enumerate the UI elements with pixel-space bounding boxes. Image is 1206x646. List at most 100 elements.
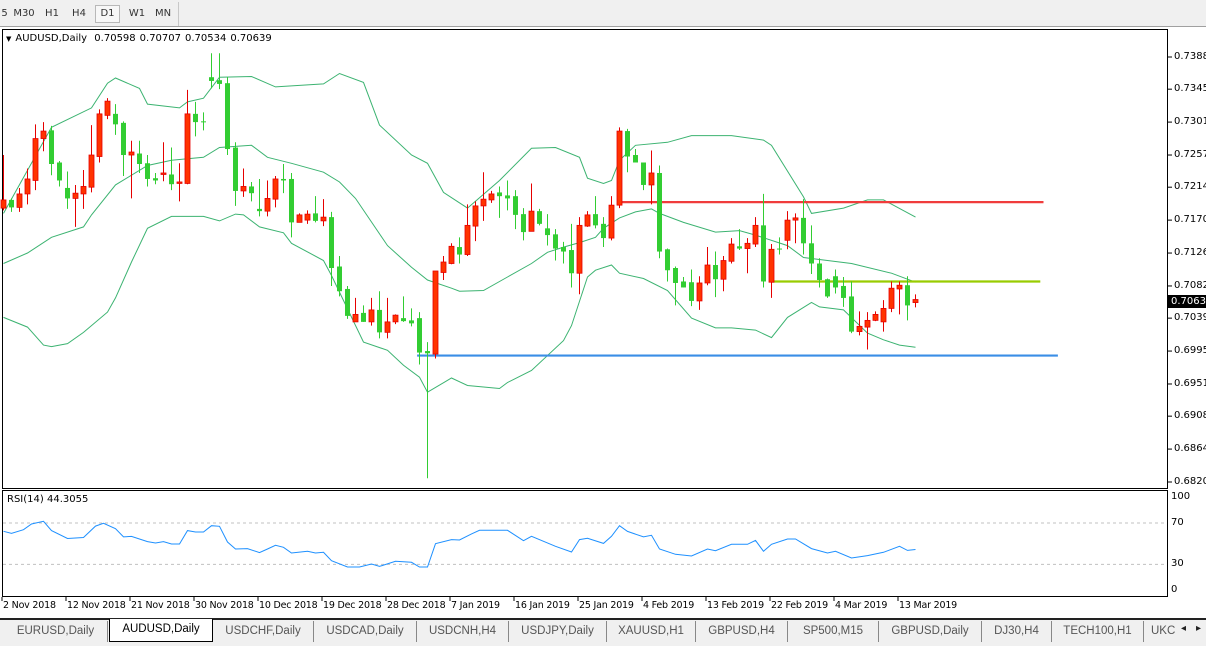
bullish-candle: [752, 217, 759, 248]
bearish-candle: [625, 128, 630, 173]
current-price-label: 0.70639: [1168, 295, 1206, 308]
tab-usdjpy-daily[interactable]: USDJPY,Daily: [509, 621, 607, 642]
bearish-candle: [121, 121, 126, 176]
bullish-candle: [528, 183, 535, 232]
candle-body: [744, 242, 751, 249]
candle-body: [537, 211, 542, 224]
tab-eurusd-daily[interactable]: EURUSD,Daily: [4, 621, 108, 642]
bearish-candle: [689, 269, 694, 307]
triangle-down-icon[interactable]: ▼: [6, 35, 12, 43]
candle-body: [9, 199, 14, 208]
rsi-tick-label: 70: [1171, 517, 1184, 528]
candle-body: [641, 162, 646, 185]
bearish-candle: [841, 276, 846, 307]
tab-audusd-daily[interactable]: AUDUSD,Daily: [109, 619, 213, 642]
candle-body: [72, 192, 79, 199]
bearish-candle: [313, 196, 318, 223]
bearish-candle: [633, 149, 638, 163]
candle-body: [240, 186, 247, 192]
candle-body: [809, 243, 814, 264]
candle-body: [896, 284, 903, 290]
candle-body: [296, 214, 303, 223]
bearish-candle: [801, 199, 806, 255]
candle-body: [545, 228, 550, 236]
bearish-candle: [193, 101, 198, 137]
bullish-candle: [184, 89, 191, 185]
timeframe-h1-button[interactable]: H1: [45, 8, 59, 19]
bearish-candle: [561, 241, 566, 264]
bearish-candle: [225, 77, 230, 156]
price-chart-panel[interactable]: [2, 29, 1168, 489]
bollinger-middle-band: [3, 144, 916, 292]
scroll-right-icon[interactable]: ▸: [1196, 623, 1202, 634]
axis-ticks: [1, 56, 1172, 601]
candle-body: [761, 225, 766, 282]
timeframe-d1-button[interactable]: D1: [95, 5, 120, 23]
bearish-candle: [665, 248, 670, 282]
tab-gbpusd-h4[interactable]: GBPUSD,H4: [696, 621, 788, 642]
bullish-candle: [880, 300, 887, 332]
candles: [0, 53, 919, 479]
candle-body: [272, 178, 279, 200]
bullish-candle: [464, 204, 471, 257]
rsi-line-group: [3, 520, 916, 568]
candle-body: [352, 313, 359, 323]
candle-body: [464, 224, 471, 255]
tab-tech100-h1[interactable]: TECH100,H1: [1052, 621, 1144, 642]
time-tick-label: 13 Feb 2019: [707, 600, 764, 611]
bullish-candle: [432, 270, 439, 359]
bullish-candle: [40, 122, 47, 152]
candle-body: [96, 113, 103, 157]
candle-body: [329, 217, 334, 269]
candle-body: [513, 196, 518, 215]
timeframe-h4-button[interactable]: H4: [72, 8, 86, 19]
timeframe-m5-button[interactable]: 5: [1, 8, 8, 19]
chart-tabs-bar: EURUSD,Daily AUDUSD,Daily USDCHF,Daily U…: [0, 618, 1206, 646]
bearish-candle: [425, 342, 430, 479]
candle-body: [608, 204, 615, 239]
candle-body: [472, 205, 479, 227]
bearish-candle: [57, 161, 62, 187]
candle-body: [361, 312, 366, 322]
timeframe-m30-button[interactable]: M30: [13, 8, 35, 19]
bearish-candle: [737, 229, 742, 251]
tab-gbpusd-daily[interactable]: GBPUSD,Daily: [879, 621, 982, 642]
time-tick-label: 13 Mar 2019: [899, 600, 958, 611]
candle-body: [0, 199, 7, 209]
bearish-candle: [9, 198, 14, 212]
tab-ukc[interactable]: UKC: [1151, 625, 1176, 637]
candle-body: [49, 130, 54, 164]
candle-body: [289, 178, 294, 223]
bullish-candle: [488, 190, 495, 203]
bullish-candle: [272, 175, 279, 208]
bullish-candle: [80, 169, 87, 209]
tab-dj30-h4[interactable]: DJ30,H4: [982, 621, 1052, 642]
tab-sp500-m15[interactable]: SP500,M15: [788, 621, 879, 642]
rsi-panel[interactable]: [2, 490, 1168, 597]
close-value: 0.70639: [230, 33, 272, 44]
tab-usdcad-daily[interactable]: USDCAD,Daily: [314, 621, 417, 642]
bearish-candle: [249, 181, 254, 202]
tab-usdcnh-h4[interactable]: USDCNH,H4: [417, 621, 509, 642]
candle-body: [584, 214, 591, 227]
timeframe-w1-button[interactable]: W1: [128, 8, 146, 19]
candle-body: [657, 172, 662, 252]
bullish-candle: [720, 256, 727, 292]
candle-body: [137, 153, 142, 164]
scroll-left-icon[interactable]: ◂: [1181, 623, 1187, 634]
time-tick-label: 25 Jan 2019: [579, 600, 634, 611]
bullish-candle: [584, 211, 591, 227]
candle-body: [281, 178, 286, 181]
high-value: 0.70707: [139, 33, 182, 44]
bearish-candle: [673, 266, 678, 306]
timeframe-mn-button[interactable]: MN: [154, 8, 172, 19]
bullish-candle: [0, 155, 7, 211]
bullish-candle: [304, 210, 311, 224]
tab-xauusd-h1[interactable]: XAUUSD,H1: [607, 621, 696, 642]
tab-usdchf-daily[interactable]: USDCHF,Daily: [213, 621, 314, 642]
time-tick-label: 22 Feb 2019: [771, 600, 828, 611]
